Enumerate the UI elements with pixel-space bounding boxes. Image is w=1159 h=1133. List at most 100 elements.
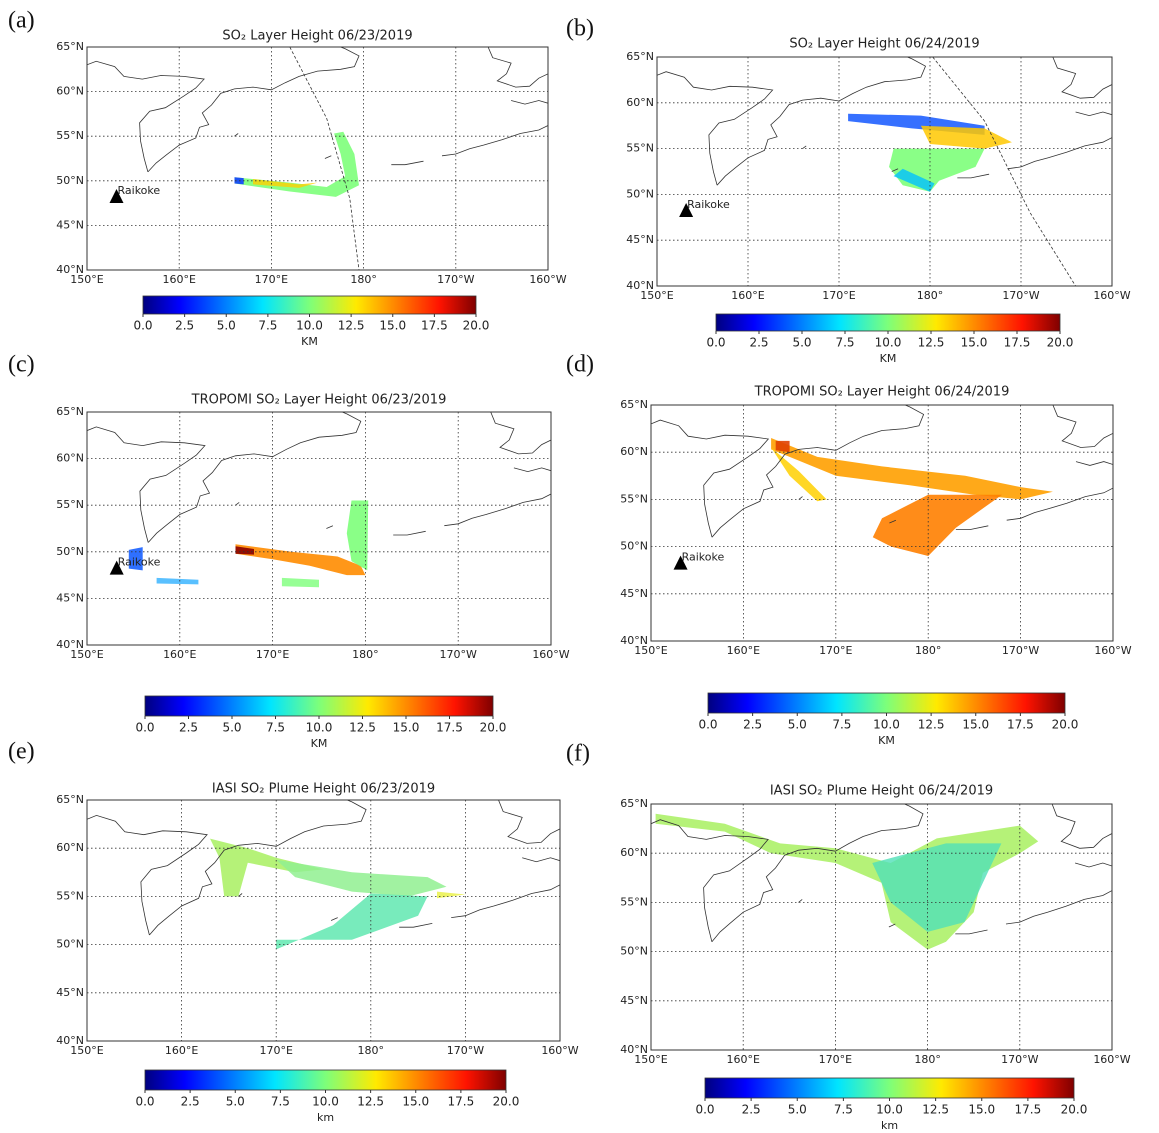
so2-plume: [235, 544, 366, 576]
colorbar: [144, 1069, 507, 1091]
y-tick-label: 55°N: [626, 142, 654, 155]
y-tick-label: 40°N: [56, 638, 84, 651]
coastline: [711, 804, 924, 943]
y-tick-label: 60°N: [626, 96, 654, 109]
y-tick-label: 60°N: [56, 85, 84, 98]
colorbar: [707, 692, 1066, 714]
coastline: [87, 814, 208, 936]
colorbar-tick-label: 12.5: [922, 1103, 949, 1117]
panel-letter: (e): [8, 739, 35, 765]
x-tick-label: 170°W: [1002, 289, 1039, 302]
so2-plume: [872, 843, 1002, 932]
x-tick-label: 160°E: [726, 1053, 759, 1066]
y-tick-label: 50°N: [56, 174, 84, 187]
colorbar-tick-label: 20.0: [1047, 336, 1074, 350]
colorbar-tick-label: 7.5: [258, 319, 277, 333]
volcano-marker: [109, 188, 124, 203]
y-tick-label: 50°N: [620, 945, 648, 958]
coastline: [513, 467, 551, 473]
colorbar-tick-label: 17.5: [448, 1095, 475, 1109]
y-tick-label: 45°N: [56, 218, 84, 231]
x-tick-label: 170°W: [440, 648, 477, 661]
y-tick-label: 40°N: [620, 1043, 648, 1056]
colorbar-tick-label: 17.5: [1004, 336, 1031, 350]
map-frame: [656, 56, 1113, 287]
coastline: [955, 525, 989, 530]
panel-title: SO₂ Layer Height 06/23/2019: [222, 29, 412, 44]
volcano-label: Raikoke: [118, 184, 161, 197]
coastline: [798, 496, 803, 500]
coastline: [451, 884, 560, 918]
colorbar-tick-label: 10.0: [873, 718, 900, 732]
x-tick-label: 160°E: [162, 273, 195, 286]
map-content: [657, 57, 1112, 286]
colorbar-tick-label: 7.5: [834, 1103, 853, 1117]
colorbar-tick-label: 5.0: [226, 1095, 245, 1109]
coastline: [1074, 862, 1112, 868]
coastline: [391, 160, 424, 166]
colorbar-tick-label: 7.5: [835, 336, 854, 350]
coastline: [1005, 890, 1112, 925]
y-tick-label: 60°N: [620, 445, 648, 458]
coastline: [444, 493, 551, 527]
coastline: [1052, 57, 1112, 99]
map-panel: (c) TROPOMI SO₂ Layer Height 06/23/2019 15…: [8, 352, 570, 751]
colorbar-tick-label: 12.5: [349, 721, 376, 735]
colorbar-label: KM: [301, 335, 318, 348]
panel-title: TROPOMI SO₂ Layer Height 06/23/2019: [191, 393, 447, 408]
map-panel: (b) SO₂ Layer Height 06/24/2019 150°E 160°E…: [566, 16, 1131, 366]
coastline: [487, 47, 548, 88]
coastline: [147, 412, 362, 543]
y-tick-label: 45°N: [626, 233, 654, 246]
x-tick-label: 170°E: [819, 1053, 852, 1066]
y-tick-label: 45°N: [620, 587, 648, 600]
coastline: [441, 125, 548, 157]
y-tick-label: 65°N: [626, 50, 654, 63]
panel-title: TROPOMI SO₂ Layer Height 06/24/2019: [754, 385, 1010, 400]
coastline: [238, 893, 243, 897]
y-tick-label: 65°N: [56, 405, 84, 418]
y-tick-label: 40°N: [56, 263, 84, 276]
so2-plume: [253, 179, 318, 188]
coastline: [330, 917, 338, 921]
panel-title: IASI SO₂ Plume Height 06/23/2019: [212, 782, 435, 797]
colorbar-tick-label: 2.5: [181, 1095, 200, 1109]
map-panel: (f) IASI SO₂ Plume Height 06/24/2019 150°E…: [566, 741, 1131, 1133]
coastline: [234, 133, 239, 137]
colorbar: [144, 695, 494, 717]
so2-plume: [128, 547, 143, 571]
colorbar-tick-label: 15.0: [393, 721, 420, 735]
x-tick-label: 150°E: [634, 644, 667, 657]
coastline: [510, 100, 548, 105]
map-panel: (a) SO₂ Layer Height 06/23/2019 150°E 160°E…: [8, 8, 567, 349]
colorbar-tick-label: 12.5: [338, 319, 365, 333]
coastline: [891, 168, 899, 172]
y-tick-label: 45°N: [56, 591, 84, 604]
x-tick-label: 170°W: [1002, 644, 1039, 657]
x-tick-label: 160°W: [1094, 644, 1131, 657]
coastline: [326, 525, 334, 529]
coastline: [324, 155, 332, 159]
x-tick-label: 150°E: [70, 648, 103, 661]
colorbar: [704, 1077, 1075, 1099]
colorbar-tick-label: 15.0: [402, 1095, 429, 1109]
x-tick-label: 150°E: [640, 289, 673, 302]
so2-plume: [156, 577, 199, 585]
colorbar-tick-label: 17.5: [421, 319, 448, 333]
coastline: [147, 47, 360, 173]
coastline: [651, 419, 770, 538]
map-frame: [86, 799, 561, 1042]
x-tick-label: 180°: [352, 648, 379, 661]
so2-plume: [276, 859, 447, 897]
colorbar-tick-label: 12.5: [918, 336, 945, 350]
x-tick-label: 150°E: [70, 1044, 103, 1057]
colorbar-tick-label: 5.0: [792, 336, 811, 350]
y-tick-label: 40°N: [626, 279, 654, 292]
colorbar-label: km: [317, 1111, 334, 1124]
colorbar-tick-label: 0.0: [695, 1103, 714, 1117]
coastline: [716, 57, 927, 186]
coastline: [657, 71, 774, 186]
so2-plume: [893, 168, 935, 192]
colorbar-tick-label: 10.0: [296, 319, 323, 333]
map-panel: (e) IASI SO₂ Plume Height 06/23/2019 150°E…: [8, 739, 579, 1125]
